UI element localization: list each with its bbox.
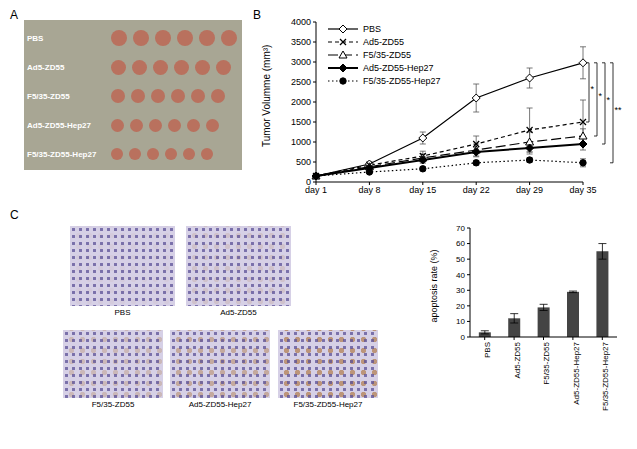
svg-text:3500: 3500 xyxy=(291,37,311,47)
html-text:F5/35-ZD55-Hep27: F5/35-ZD55-Hep27 xyxy=(293,400,363,409)
html-text:F5/35-ZD55-Hep27: F5/35-ZD55-Hep27 xyxy=(27,149,97,159)
svg-text:F5/35-ZD55-Hep27: F5/35-ZD55-Hep27 xyxy=(601,341,610,410)
svg-text:Ad5-ZD55: Ad5-ZD55 xyxy=(513,341,522,378)
svg-text:0: 0 xyxy=(306,177,311,187)
svg-text:70: 70 xyxy=(456,224,465,233)
html-text:Ad5-ZD55-Hep27: Ad5-ZD55-Hep27 xyxy=(27,120,91,130)
svg-text:day 35: day 35 xyxy=(569,185,596,195)
html-text:Ad5-ZD55: Ad5-ZD55 xyxy=(363,36,404,47)
svg-text:20: 20 xyxy=(456,302,465,311)
html-text:PBS: PBS xyxy=(363,23,381,34)
svg-text:4000: 4000 xyxy=(291,17,311,27)
html-text:Ad5-ZD55-Hep27: Ad5-ZD55-Hep27 xyxy=(188,400,252,409)
html-text:B: B xyxy=(253,8,261,22)
svg-text:1500: 1500 xyxy=(291,117,311,127)
svg-text:10: 10 xyxy=(456,317,465,326)
html-text:A: A xyxy=(10,8,18,22)
svg-text:30: 30 xyxy=(456,286,465,295)
svg-text:day 1: day 1 xyxy=(305,185,327,196)
html-text:F5/35-ZD55: F5/35-ZD55 xyxy=(363,49,411,60)
svg-text:PBS: PBS xyxy=(483,342,492,358)
svg-text:50: 50 xyxy=(456,255,465,264)
svg-text:day 8: day 8 xyxy=(358,185,380,195)
html-text:PBS: PBS xyxy=(114,308,131,317)
html-text:Ad5-ZD55: Ad5-ZD55 xyxy=(27,62,65,72)
html-text:Ad5-ZD55: Ad5-ZD55 xyxy=(220,308,257,317)
html-text:F5/35-ZD55-Hep27: F5/35-ZD55-Hep27 xyxy=(363,75,441,86)
svg-text:*: * xyxy=(599,91,603,101)
svg-text:*: * xyxy=(591,84,595,94)
svg-text:**: ** xyxy=(615,105,623,115)
svg-text:apoptosis rate (%): apoptosis rate (%) xyxy=(429,249,439,322)
svg-text:500: 500 xyxy=(296,157,311,167)
svg-text:40: 40 xyxy=(456,271,465,280)
html-text:Ad5-ZD55-Hep27: Ad5-ZD55-Hep27 xyxy=(363,62,434,73)
svg-text:Ad5-ZD55-Hep27: Ad5-ZD55-Hep27 xyxy=(572,341,581,404)
svg-text:day 22: day 22 xyxy=(463,185,490,195)
svg-text:1000: 1000 xyxy=(291,137,311,147)
html-text:C: C xyxy=(10,208,19,222)
svg-text:*: * xyxy=(607,95,611,105)
svg-text:2500: 2500 xyxy=(291,77,311,87)
html-text:F5/35-ZD55: F5/35-ZD55 xyxy=(91,400,135,409)
svg-text:2000: 2000 xyxy=(291,97,311,107)
svg-text:day 29: day 29 xyxy=(516,185,543,195)
svg-text:3000: 3000 xyxy=(291,57,311,67)
svg-text:Tumor Volumme (mm³): Tumor Volumme (mm³) xyxy=(261,45,272,147)
html-text:F5/35-ZD55: F5/35-ZD55 xyxy=(27,91,70,101)
svg-text:F5/35-ZD55: F5/35-ZD55 xyxy=(542,341,551,384)
html-text:PBS: PBS xyxy=(27,33,44,43)
svg-text:0: 0 xyxy=(461,333,466,342)
svg-text:day 15: day 15 xyxy=(409,185,436,195)
svg-text:60: 60 xyxy=(456,239,465,248)
